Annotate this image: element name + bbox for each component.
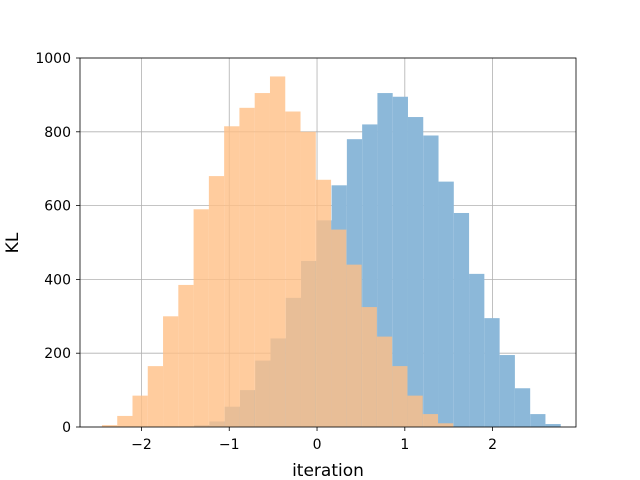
histogram-bar-series-2 <box>377 337 392 427</box>
histogram-bar-series-2 <box>209 176 224 427</box>
histogram-bar-series-2 <box>224 126 239 427</box>
histogram-bar-series-1 <box>423 135 438 427</box>
x-tick-label: 1 <box>400 437 409 453</box>
histogram-bar-series-2 <box>407 396 422 427</box>
histogram-bar-series-2 <box>132 396 147 427</box>
histogram-bar-series-1 <box>530 414 545 427</box>
histogram-bar-series-1 <box>515 388 530 427</box>
x-tick-label: −1 <box>219 437 240 453</box>
histogram-bar-series-2 <box>270 76 285 427</box>
histogram-bar-series-2 <box>438 423 453 427</box>
histogram-bar-series-2 <box>392 366 407 427</box>
histogram-bar-series-2 <box>117 416 132 427</box>
y-tick-label: 400 <box>44 272 71 288</box>
y-axis-label: KL <box>3 232 23 253</box>
histogram-bar-series-1 <box>454 213 469 427</box>
histogram-bar-series-1 <box>408 117 423 427</box>
histogram-bars <box>102 76 561 427</box>
y-tick-label: 800 <box>44 125 71 141</box>
histogram-bar-series-1 <box>545 424 560 427</box>
histogram-bar-series-2 <box>194 209 209 427</box>
histogram-bar-series-1 <box>500 355 515 427</box>
x-tick-label: −2 <box>131 437 152 453</box>
histogram-bar-series-1 <box>469 274 484 427</box>
histogram-bar-series-2 <box>255 93 270 427</box>
histogram-bar-series-2 <box>362 307 377 427</box>
histogram-bar-series-1 <box>439 182 454 427</box>
histogram-bar-series-2 <box>346 265 361 427</box>
histogram-bar-series-2 <box>285 112 300 427</box>
histogram-bar-series-2 <box>148 366 163 427</box>
x-tick-label: 2 <box>488 437 497 453</box>
histogram-bar-series-2 <box>178 285 193 427</box>
histogram-bar-series-2 <box>331 230 346 427</box>
y-tick-label: 0 <box>62 420 71 436</box>
histogram-bar-series-2 <box>316 180 331 427</box>
histogram-bar-series-2 <box>239 108 254 427</box>
x-axis-label: iteration <box>292 461 364 480</box>
histogram-bar-series-1 <box>484 318 499 427</box>
histogram-bar-series-2 <box>423 414 438 427</box>
y-tick-label: 200 <box>44 346 71 362</box>
histogram-bar-series-2 <box>163 316 178 427</box>
histogram-bar-series-2 <box>301 132 316 427</box>
x-tick-label: 0 <box>313 437 322 453</box>
y-tick-label: 1000 <box>35 51 71 67</box>
y-tick-label: 600 <box>44 199 71 215</box>
